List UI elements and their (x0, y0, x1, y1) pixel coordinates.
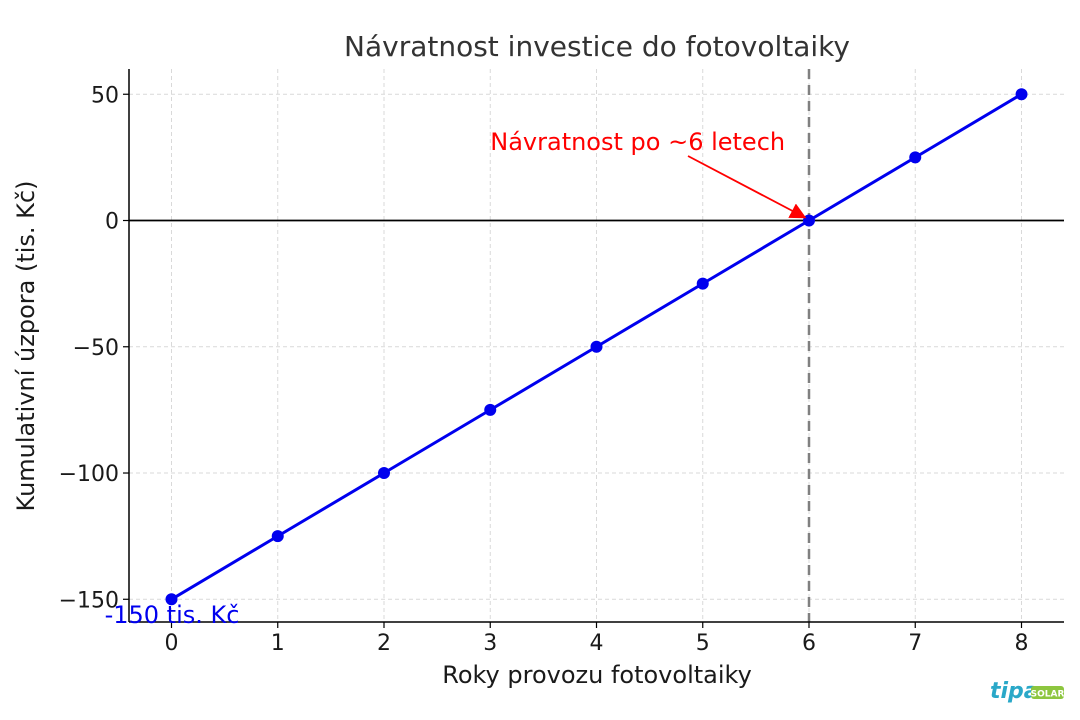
tipa-solar-logo: tipa SOLAR (990, 679, 1064, 704)
y-tick-label: −100 (59, 462, 119, 487)
x-tick-label: 3 (483, 631, 497, 656)
x-tick-label: 6 (802, 631, 816, 656)
data-point (271, 530, 284, 543)
y-axis-label: Kumulativní úzpora (tis. Kč) (12, 181, 40, 512)
data-point (803, 214, 815, 227)
x-tick-label: 8 (1015, 631, 1029, 656)
tick-labels: 0 1 2 3 4 5 6 7 8 −150 −100 −50 0 50 (59, 83, 1029, 656)
x-tick-label: 0 (165, 631, 179, 656)
y-tick-label: 50 (91, 83, 119, 108)
data-point (378, 467, 390, 480)
x-tick-label: 4 (590, 631, 604, 656)
data-point (696, 277, 709, 290)
start-value-annotation: -150 tis. Kč (105, 601, 240, 629)
x-tick-label: 2 (377, 631, 391, 656)
data-point (909, 151, 922, 164)
y-tick-label: 0 (105, 210, 119, 235)
annotations: Návratnost po ~6 letech -150 tis. Kč (105, 128, 807, 629)
logo-suffix-badge (1031, 686, 1064, 699)
x-tick-label: 5 (696, 631, 710, 656)
data-point (165, 593, 178, 606)
data-point (484, 403, 497, 416)
payback-arrow (687, 155, 807, 219)
payback-annotation: Návratnost po ~6 letech (490, 128, 785, 156)
data-point (590, 340, 603, 353)
y-tick-label: −150 (59, 588, 119, 613)
logo-suffix: SOLAR (1031, 690, 1065, 700)
x-tick-label: 7 (908, 631, 922, 656)
logo-brand: tipa (990, 679, 1039, 704)
data-series (165, 88, 1028, 606)
reference-lines (129, 69, 1064, 622)
data-point (1015, 88, 1028, 101)
x-axis-label: Roky provozu fotovoltaiky (442, 661, 752, 689)
chart-title: Návratnost investice do fotovoltaiky (344, 30, 850, 63)
x-tick-label: 1 (271, 631, 285, 656)
y-tick-label: −50 (73, 336, 119, 361)
axes (123, 69, 1064, 628)
